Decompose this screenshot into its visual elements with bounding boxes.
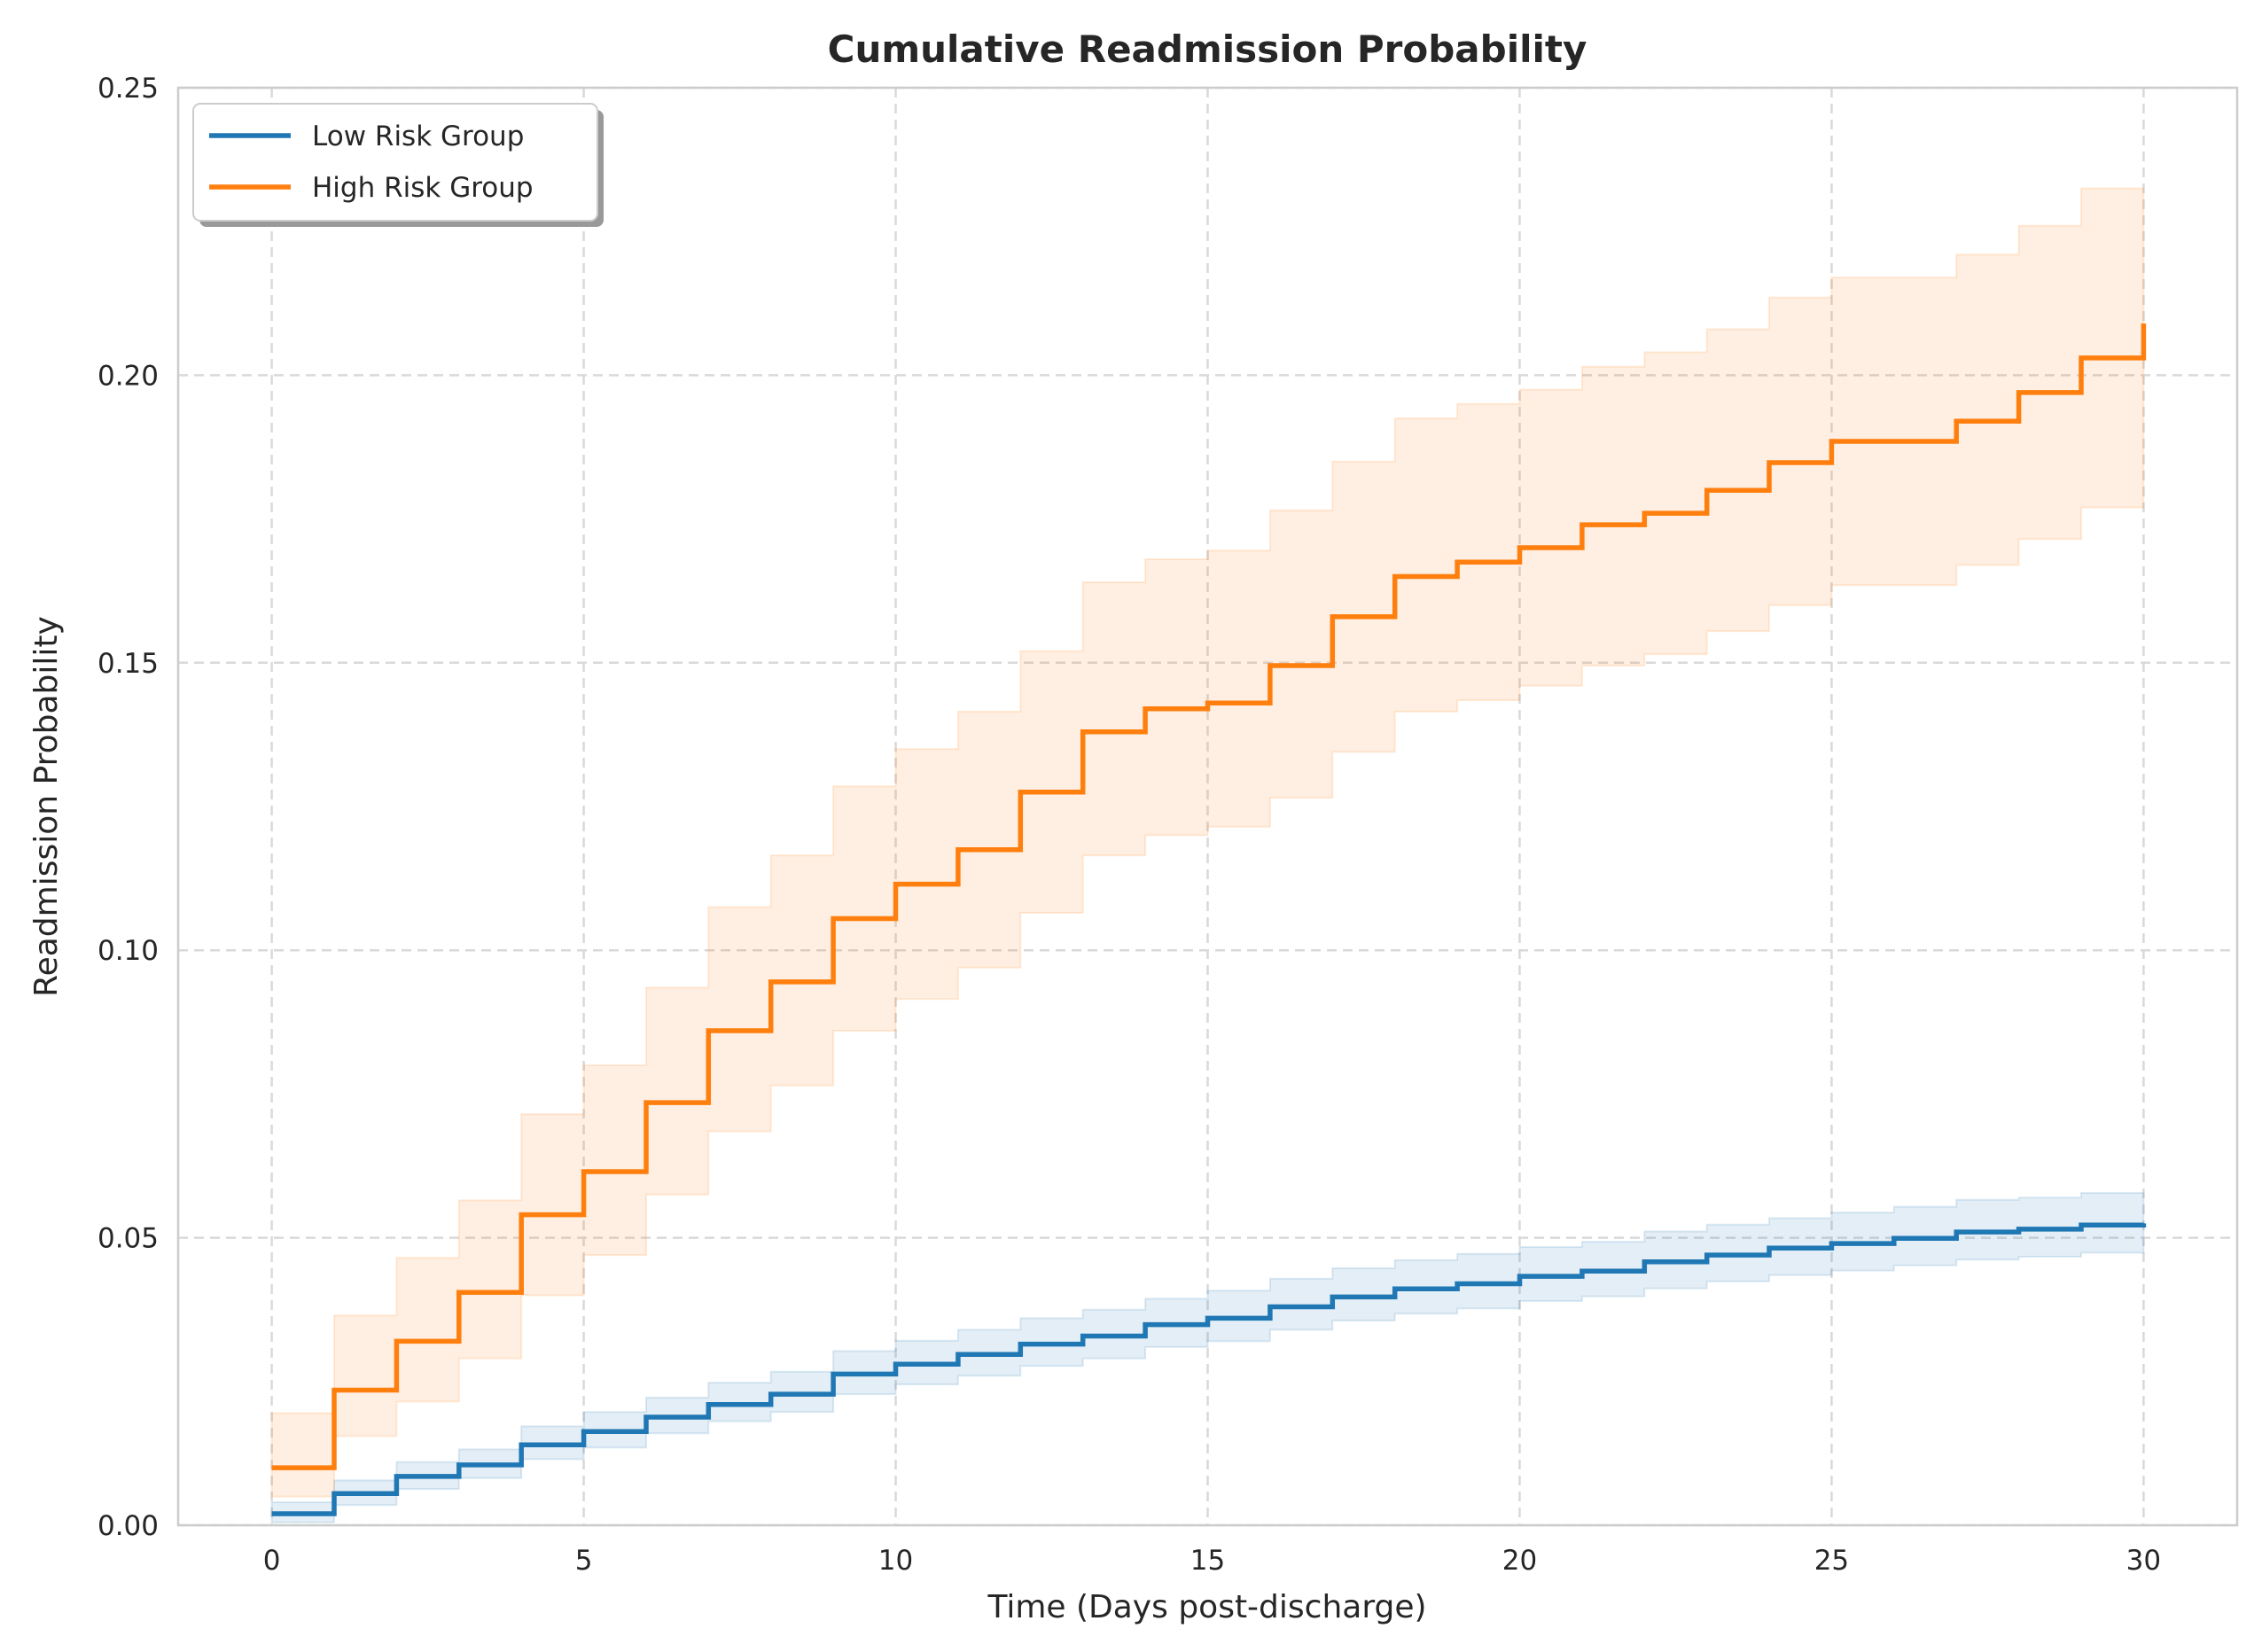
x-tick-label: 15 [1190,1545,1225,1577]
chart-title: Cumulative Readmission Probability [828,27,1587,71]
y-tick-label: 0.00 [98,1510,159,1542]
x-tick-label: 10 [878,1545,913,1577]
y-tick-label: 0.20 [98,360,159,392]
legend-box [192,103,598,222]
ci-band-low-risk [270,1192,2145,1523]
series-lines [271,323,2147,1516]
x-tick-label: 20 [1502,1545,1537,1577]
plot-frame [176,86,2239,1527]
legend: Low Risk Group High Risk Group [192,103,604,227]
legend-label-high-risk: High Risk Group [312,172,534,204]
y-tick-label: 0.05 [98,1223,159,1255]
series-line-low-risk [271,1222,2147,1516]
series-line-high-risk [271,323,2147,1470]
x-tick-label: 30 [2126,1545,2161,1577]
y-tick-label: 0.25 [98,73,159,105]
legend-label-low-risk: Low Risk Group [312,121,524,152]
y-tick-label: 0.15 [98,648,159,680]
x-tick-label: 25 [1814,1545,1849,1577]
y-axis-label: Readmission Probability [28,616,65,997]
y-tick-labels: 0.00 0.05 0.10 0.15 0.20 0.25 [98,73,159,1542]
x-tick-labels: 0 5 10 15 20 25 30 [263,1545,2161,1577]
x-tick-label: 0 [263,1545,281,1577]
x-tick-label: 5 [575,1545,593,1577]
y-tick-label: 0.10 [98,935,159,967]
x-axis-label: Time (Days post-discharge) [987,1589,1426,1625]
